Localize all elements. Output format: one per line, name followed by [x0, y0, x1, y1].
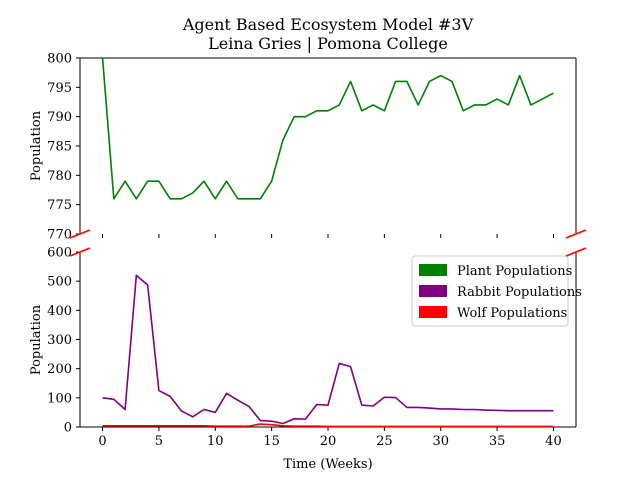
- top-y-tick-label: 790: [47, 110, 72, 125]
- top-y-axis-label: Population: [29, 110, 44, 181]
- bottom-y-tick-label: 300: [47, 333, 72, 348]
- chart-subtitle: Leina Gries | Pomona College: [208, 34, 448, 53]
- bottom-x-tick-label: 20: [320, 434, 337, 449]
- bottom-y-tick-label: 500: [47, 275, 72, 290]
- axis-break-mark: [69, 229, 91, 239]
- bottom-y-tick-label: 100: [47, 391, 72, 406]
- bottom-y-axis-label: Population: [29, 304, 44, 375]
- x-axis-label: Time (Weeks): [283, 457, 372, 472]
- bottom-panel: 0 100 200 300 400 500 600 0 5 10 15 20 25 30 35 40: [47, 246, 577, 449]
- top-y-tick-label: 785: [47, 140, 72, 155]
- legend: Plant Populations Rabbit Populations Wolf …: [411, 255, 582, 327]
- rabbit-series-line: [102, 274, 554, 425]
- legend-label-rabbit: Rabbit Populations: [457, 285, 582, 300]
- top-y-tick-label: 800: [47, 52, 72, 67]
- axis-break-mark: [565, 247, 587, 257]
- legend-swatch-plant: [419, 264, 447, 276]
- top-y-tick-label: 795: [47, 81, 72, 96]
- top-y-tick-label: 775: [47, 198, 72, 213]
- legend-box: [411, 255, 569, 327]
- top-y-tick-label: 770: [47, 228, 72, 243]
- legend-label-wolf: Wolf Populations: [457, 306, 567, 321]
- legend-swatch-wolf: [419, 306, 447, 318]
- bottom-x-tick-label: 35: [489, 434, 506, 449]
- chart-title: Agent Based Ecosystem Model #3V: [182, 15, 474, 34]
- wolf-series-line: [102, 423, 554, 428]
- bottom-x-tick-label: 40: [545, 434, 562, 449]
- bottom-x-tick-label: 30: [432, 434, 449, 449]
- bottom-x-tick-label: 5: [155, 434, 163, 449]
- top-y-tick-label: 780: [47, 169, 72, 184]
- bottom-y-tick-label: 0: [64, 421, 72, 436]
- bottom-y-tick-label: 600: [47, 246, 72, 261]
- bottom-x-tick-label: 10: [207, 434, 224, 449]
- legend-swatch-rabbit: [419, 285, 447, 297]
- bottom-x-tick-label: 15: [263, 434, 280, 449]
- bottom-x-tick-label: 25: [376, 434, 393, 449]
- bottom-y-tick-label: 200: [47, 362, 72, 377]
- bottom-y-tick-label: 400: [47, 304, 72, 319]
- legend-label-plant: Plant Populations: [457, 264, 572, 279]
- bottom-x-tick-label: 0: [98, 434, 106, 449]
- top-panel: 770 775 780 785 790 795 800: [47, 52, 577, 243]
- plant-series-line: [101, 57, 554, 200]
- axis-break-mark: [69, 247, 91, 257]
- axis-break-mark: [565, 229, 587, 239]
